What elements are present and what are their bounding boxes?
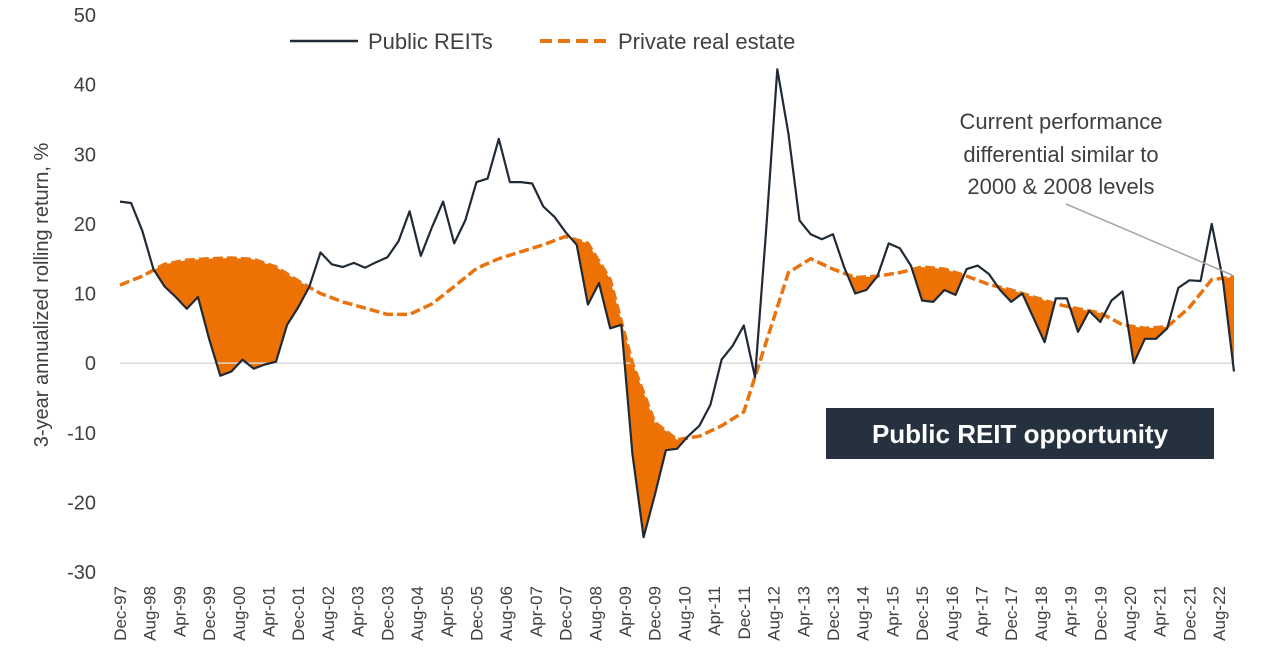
x-tick-label: Apr-01 [260,586,279,637]
y-tick-label: 0 [85,353,96,375]
annotation-line-1: Current performance [960,109,1163,134]
x-tick-label: Aug-08 [586,586,605,641]
series-line-private-real-estate [119,234,1235,442]
opportunity-fill [848,274,877,294]
y-tick-label: 30 [74,144,96,166]
x-tick-label: Apr-05 [438,586,457,637]
opportunity-fill [1071,307,1088,332]
x-tick-label: Dec-03 [378,586,397,641]
x-tick-label: Dec-17 [1002,586,1021,641]
x-tick-label: Aug-20 [1121,586,1140,641]
series-line-public-reits [119,68,1236,539]
x-tick-label: Dec-13 [824,586,843,641]
opportunity-fill [571,238,686,538]
x-tick-label: Aug-06 [497,586,516,641]
y-tick-label: -20 [67,492,96,514]
legend: Public REITs Private real estate [290,29,795,54]
y-tick-label: 10 [74,284,96,306]
annotation-line-2: differential similar to [963,142,1158,167]
x-tick-label: Dec-01 [289,586,308,641]
x-tick-label: Dec-09 [646,586,665,641]
x-tick-label: Dec-19 [1091,586,1110,641]
axis-layer: -30 -20 -10 0 10 20 30 40 50 Dec-97 Aug-98 Apr-99 De… [67,5,1234,641]
x-tick-label: Dec-07 [557,586,576,641]
x-tick-label: Apr-21 [1151,586,1170,637]
y-tick-label: 40 [74,75,96,97]
x-tick-label: Aug-10 [675,586,694,641]
opportunity-fill [154,258,308,376]
x-tick-label: Apr-99 [170,586,189,637]
x-tick-label: Aug-12 [765,586,784,641]
y-axis-label: 3-year annualized rolling return, % [31,142,53,447]
x-tick-label: Apr-19 [1062,586,1081,637]
callout: Public REIT opportunity [826,408,1214,459]
annotation-leader-line [1065,203,1233,276]
x-tick-label: Apr-17 [972,586,991,637]
x-tick-label: Apr-11 [705,586,724,636]
series-layer [119,68,1236,539]
callout-box [826,408,1214,459]
x-tick-label: Dec-15 [913,586,932,641]
x-tick-label: Aug-14 [854,586,873,641]
x-tick-label: Aug-02 [319,586,338,641]
x-tick-label: Aug-98 [141,586,160,641]
x-tick-label: Dec-05 [467,586,486,641]
legend-label-public-reits: Public REITs [368,29,493,54]
callout-label: Public REIT opportunity [872,419,1169,449]
x-tick-label: Apr-03 [349,586,368,637]
x-tick-label: Aug-16 [943,586,962,641]
y-tick-label: -30 [67,562,96,584]
x-tick-label: Apr-13 [794,586,813,637]
y-tick-label: 20 [74,214,96,236]
x-tick-label: Apr-07 [527,586,546,637]
y-tick-label: 50 [74,5,96,27]
x-tick-label: Apr-09 [616,586,635,637]
annotation-line-3: 2000 & 2008 levels [967,174,1154,199]
legend-label-private-real-estate: Private real estate [618,29,795,54]
x-tick-label: Dec-97 [111,586,130,641]
x-tick-label: Dec-11 [735,586,754,640]
opportunity-fill [912,267,964,302]
x-tick-label: Aug-04 [408,586,427,641]
x-tick-label: Apr-15 [883,586,902,637]
x-tick-label: Aug-18 [1032,586,1051,641]
x-tick-label: Dec-99 [200,586,219,641]
x-tick-label: Aug-00 [230,586,249,641]
x-tick-label: Dec-21 [1180,586,1199,641]
x-tick-label: Aug-22 [1210,586,1229,641]
y-tick-label: -10 [67,423,96,445]
opportunity-fill-layer [154,238,1234,538]
opportunity-fill [1128,325,1168,364]
annotation: Current performance differential similar… [960,109,1233,276]
